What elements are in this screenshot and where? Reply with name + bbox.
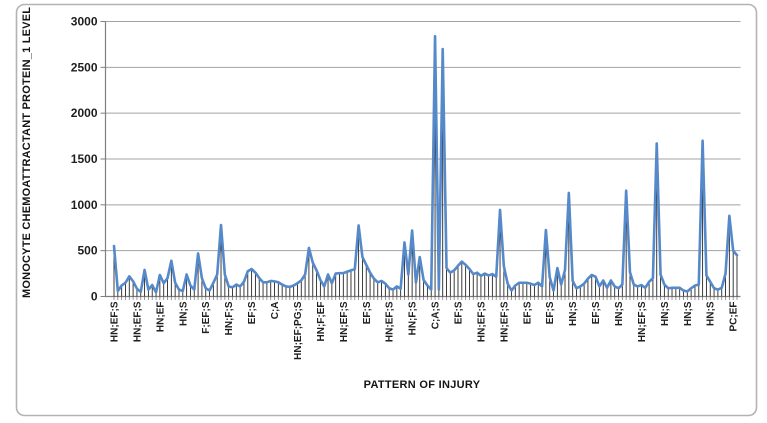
y-tick-label: 1000 bbox=[71, 198, 98, 212]
x-category-label: EF;S bbox=[545, 301, 556, 324]
x-axis-title: PATTERN OF INJURY bbox=[363, 379, 481, 391]
x-category-label: HN;EF;S bbox=[339, 301, 350, 342]
x-category-label: HN;S bbox=[568, 301, 579, 326]
x-category-label: F;EF;S bbox=[201, 301, 212, 334]
x-category-label: HN;EF;PG;S bbox=[293, 301, 304, 360]
x-category-label: HN;EF;S bbox=[637, 301, 648, 342]
y-tick-label: 2500 bbox=[71, 60, 98, 74]
x-category-label: HN;EF;S bbox=[476, 301, 487, 342]
y-tick-label: 1500 bbox=[71, 152, 98, 166]
x-category-label: HN;EF;S bbox=[110, 301, 121, 342]
y-tick-label: 3000 bbox=[71, 15, 98, 29]
x-category-label: HN;F;S bbox=[224, 301, 235, 335]
x-category-label: HN;S bbox=[178, 301, 189, 326]
figure-border bbox=[15, 3, 758, 417]
y-axis-title: MONOCYTE CHEMOATTRACTANT PROTEIN_1 LEVEL bbox=[21, 6, 33, 298]
x-category-label: HN;F;EF bbox=[316, 302, 327, 342]
x-category-label: HN;EF;S bbox=[499, 301, 510, 342]
x-category-label: HN;S bbox=[614, 301, 625, 326]
x-category-label: HN;S bbox=[660, 301, 671, 326]
x-category-label: EF;S bbox=[591, 301, 602, 324]
x-category-label: C;A;S bbox=[431, 301, 442, 329]
x-category-label: HN;EF;S bbox=[132, 301, 143, 342]
x-category-label: HN;F;S bbox=[408, 301, 419, 335]
y-tick-label: 2000 bbox=[71, 106, 98, 120]
x-category-label: HN;EF;S bbox=[385, 301, 396, 342]
y-tick-label: 0 bbox=[91, 290, 98, 304]
x-category-label: EF;S bbox=[453, 301, 464, 324]
x-category-label: HN;S bbox=[683, 301, 694, 326]
series-line bbox=[112, 34, 739, 294]
y-tick-label: 500 bbox=[77, 244, 97, 258]
x-category-label: PC;EF bbox=[729, 302, 740, 332]
x-category-label: EF;S bbox=[362, 301, 373, 324]
x-category-label: HN;S bbox=[706, 301, 717, 326]
x-category-label: EF;S bbox=[247, 301, 258, 324]
x-category-label: EF;S bbox=[522, 301, 533, 324]
x-category-label: HN;EF bbox=[155, 302, 166, 333]
x-category-label: C;A bbox=[270, 302, 281, 320]
